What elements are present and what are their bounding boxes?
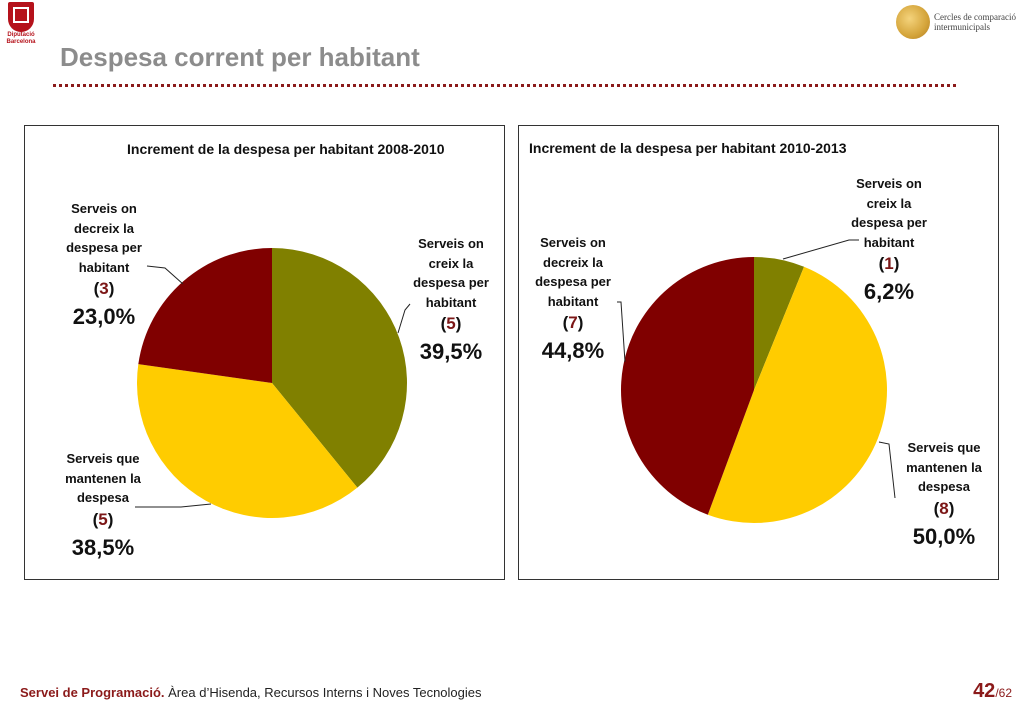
pie-chart-2008-2010 (135, 248, 411, 518)
pie-slice-creix (272, 248, 407, 488)
slice-percent: 38,5% (71, 534, 135, 560)
diputacio-logo: Diputació Barcelona (4, 2, 38, 46)
slice-label-text: Serveis on creix la despesa per habitant (851, 176, 927, 250)
slice-label-mantenen: Serveis que mantenen la despesa (8) 50,0… (899, 438, 989, 553)
logo-left-text: Diputació Barcelona (6, 32, 36, 45)
slice-label-mantenen: Serveis que mantenen la despesa (5) 38,5… (59, 449, 147, 564)
cercles-logo: Cercles de comparació intermunicipals (896, 5, 1024, 39)
pie-slice-decreix (621, 257, 754, 515)
slice-label-text: Serveis on decreix la despesa per habita… (535, 235, 611, 309)
footer-area: Àrea d’Hisenda, Recursos Interns i Noves… (168, 685, 482, 700)
slice-label-text: Serveis on decreix la despesa per habita… (66, 201, 142, 275)
slice-label-creix: Serveis on creix la despesa per habitant… (411, 234, 491, 368)
slice-percent: 23,0% (72, 304, 136, 329)
slice-count: (8) (933, 498, 955, 518)
leader-line-mantenen (878, 441, 896, 499)
page-total: /62 (995, 686, 1012, 700)
page-number: 42/62 (973, 680, 1012, 703)
slice-label-text: Serveis que mantenen la despesa (906, 440, 982, 494)
pie-slice-decreix (138, 248, 272, 383)
leader-line-creix (782, 239, 859, 260)
slice-count: (3) (93, 279, 115, 298)
chart-panel-2008-2010: Increment de la despesa per habitant 200… (24, 125, 505, 580)
slice-label-text: Serveis on creix la despesa per habitant (413, 236, 489, 310)
chart-title: Increment de la despesa per habitant 201… (529, 140, 847, 156)
slice-label-decreix: Serveis on decreix la despesa per habita… (531, 233, 615, 367)
slice-label-decreix: Serveis on decreix la despesa per habita… (61, 199, 147, 333)
chart-title: Increment de la despesa per habitant 200… (127, 141, 445, 157)
page-current: 42 (973, 680, 996, 702)
logo-right-text: Cercles de comparació intermunicipals (934, 12, 1016, 32)
slice-count: (5) (92, 509, 114, 529)
slice-percent: 44,8% (541, 338, 605, 363)
pie-slice-creix (754, 257, 805, 390)
footer: Servei de Programació. Àrea d’Hisenda, R… (20, 685, 482, 700)
slice-percent: 50,0% (912, 523, 976, 549)
slice-count: (7) (562, 313, 584, 332)
slice-count: (1) (878, 254, 900, 273)
pie-chart-2010-2013 (617, 239, 896, 524)
page-title: Despesa corrent per habitant (60, 42, 420, 72)
slice-percent: 6,2% (863, 279, 915, 304)
leader-line-decreix (617, 301, 626, 363)
slice-label-text: Serveis que mantenen la despesa (65, 451, 141, 505)
pie-slice-mantenen (137, 364, 358, 518)
slice-label-creix: Serveis on creix la despesa per habitant… (847, 174, 931, 308)
pie-slice-mantenen (707, 266, 888, 524)
footer-department: Servei de Programació. (20, 685, 165, 700)
leader-line-creix (397, 303, 411, 334)
globe-icon (896, 5, 930, 39)
leader-line-decreix (146, 265, 184, 285)
title-divider (53, 84, 956, 87)
leader-line-mantenen (135, 503, 212, 508)
chart-panel-2010-2013: Increment de la despesa per habitant 201… (518, 125, 999, 580)
slice-count: (5) (440, 314, 462, 333)
coat-of-arms-icon (8, 2, 34, 32)
slice-percent: 39,5% (419, 339, 483, 364)
